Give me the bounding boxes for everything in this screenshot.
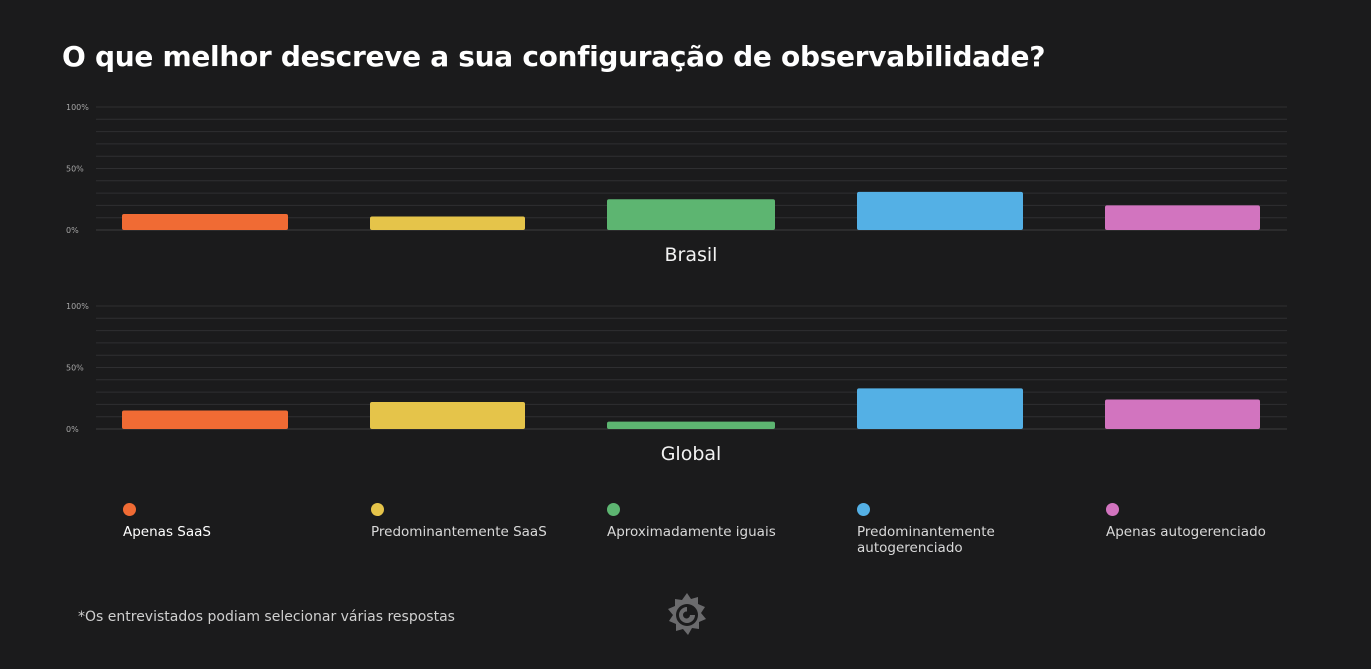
bar-global-3: [607, 421, 775, 429]
legend-dot: [371, 503, 384, 516]
footnote: *Os entrevistados podiam selecionar vári…: [78, 609, 455, 625]
legend-dot: [607, 503, 620, 516]
legend-dot: [1106, 503, 1119, 516]
legend-item-predominantemente-saas: Predominantemente SaaS: [371, 503, 581, 540]
y-tick-label: 50%: [66, 364, 84, 373]
legend-label: Aproximadamente iguais: [607, 524, 776, 540]
y-tick-label: 50%: [66, 165, 84, 174]
chart-title: O que melhor descreve a sua configuração…: [62, 40, 1046, 73]
legend-item-apenas-saas: Apenas SaaS: [123, 503, 333, 540]
bar-brasil-1: [122, 214, 288, 230]
legend-dot: [123, 503, 136, 516]
group-label-global: Global: [661, 443, 722, 465]
bar-global-1: [122, 410, 288, 429]
bar-global-4: [857, 388, 1023, 429]
group-label-brasil: Brasil: [665, 244, 718, 266]
legend-label: Apenas autogerenciado: [1106, 524, 1266, 540]
legend-item-predominantemente-autogerenciado: Predominantemente autogerenciado: [857, 503, 1032, 556]
bar-global-2: [370, 401, 525, 429]
bar-brasil-3: [607, 199, 775, 230]
y-tick-label: 100%: [66, 302, 89, 311]
bar-brasil-2: [370, 216, 525, 230]
legend-dot: [857, 503, 870, 516]
legend-label: Predominantemente SaaS: [371, 524, 547, 540]
bar-global-5: [1105, 399, 1260, 429]
legend-item-aproximadamente-iguais: Aproximadamente iguais: [607, 503, 817, 540]
grafana-logo-icon: [668, 593, 706, 635]
legend-label: Apenas SaaS: [123, 524, 211, 540]
y-tick-label: 0%: [66, 226, 79, 235]
y-tick-label: 100%: [66, 103, 89, 112]
legend: Apenas SaaS Predominantemente SaaS Aprox…: [0, 503, 1371, 563]
y-tick-label: 0%: [66, 425, 79, 434]
bar-chart: 100% 50% 0% Brasil 100% 50% 0% Global: [66, 103, 1287, 465]
bar-brasil-4: [857, 191, 1023, 230]
legend-label: Predominantemente autogerenciado: [857, 524, 995, 556]
bar-brasil-5: [1105, 205, 1260, 230]
legend-item-apenas-autogerenciado: Apenas autogerenciado: [1106, 503, 1316, 540]
